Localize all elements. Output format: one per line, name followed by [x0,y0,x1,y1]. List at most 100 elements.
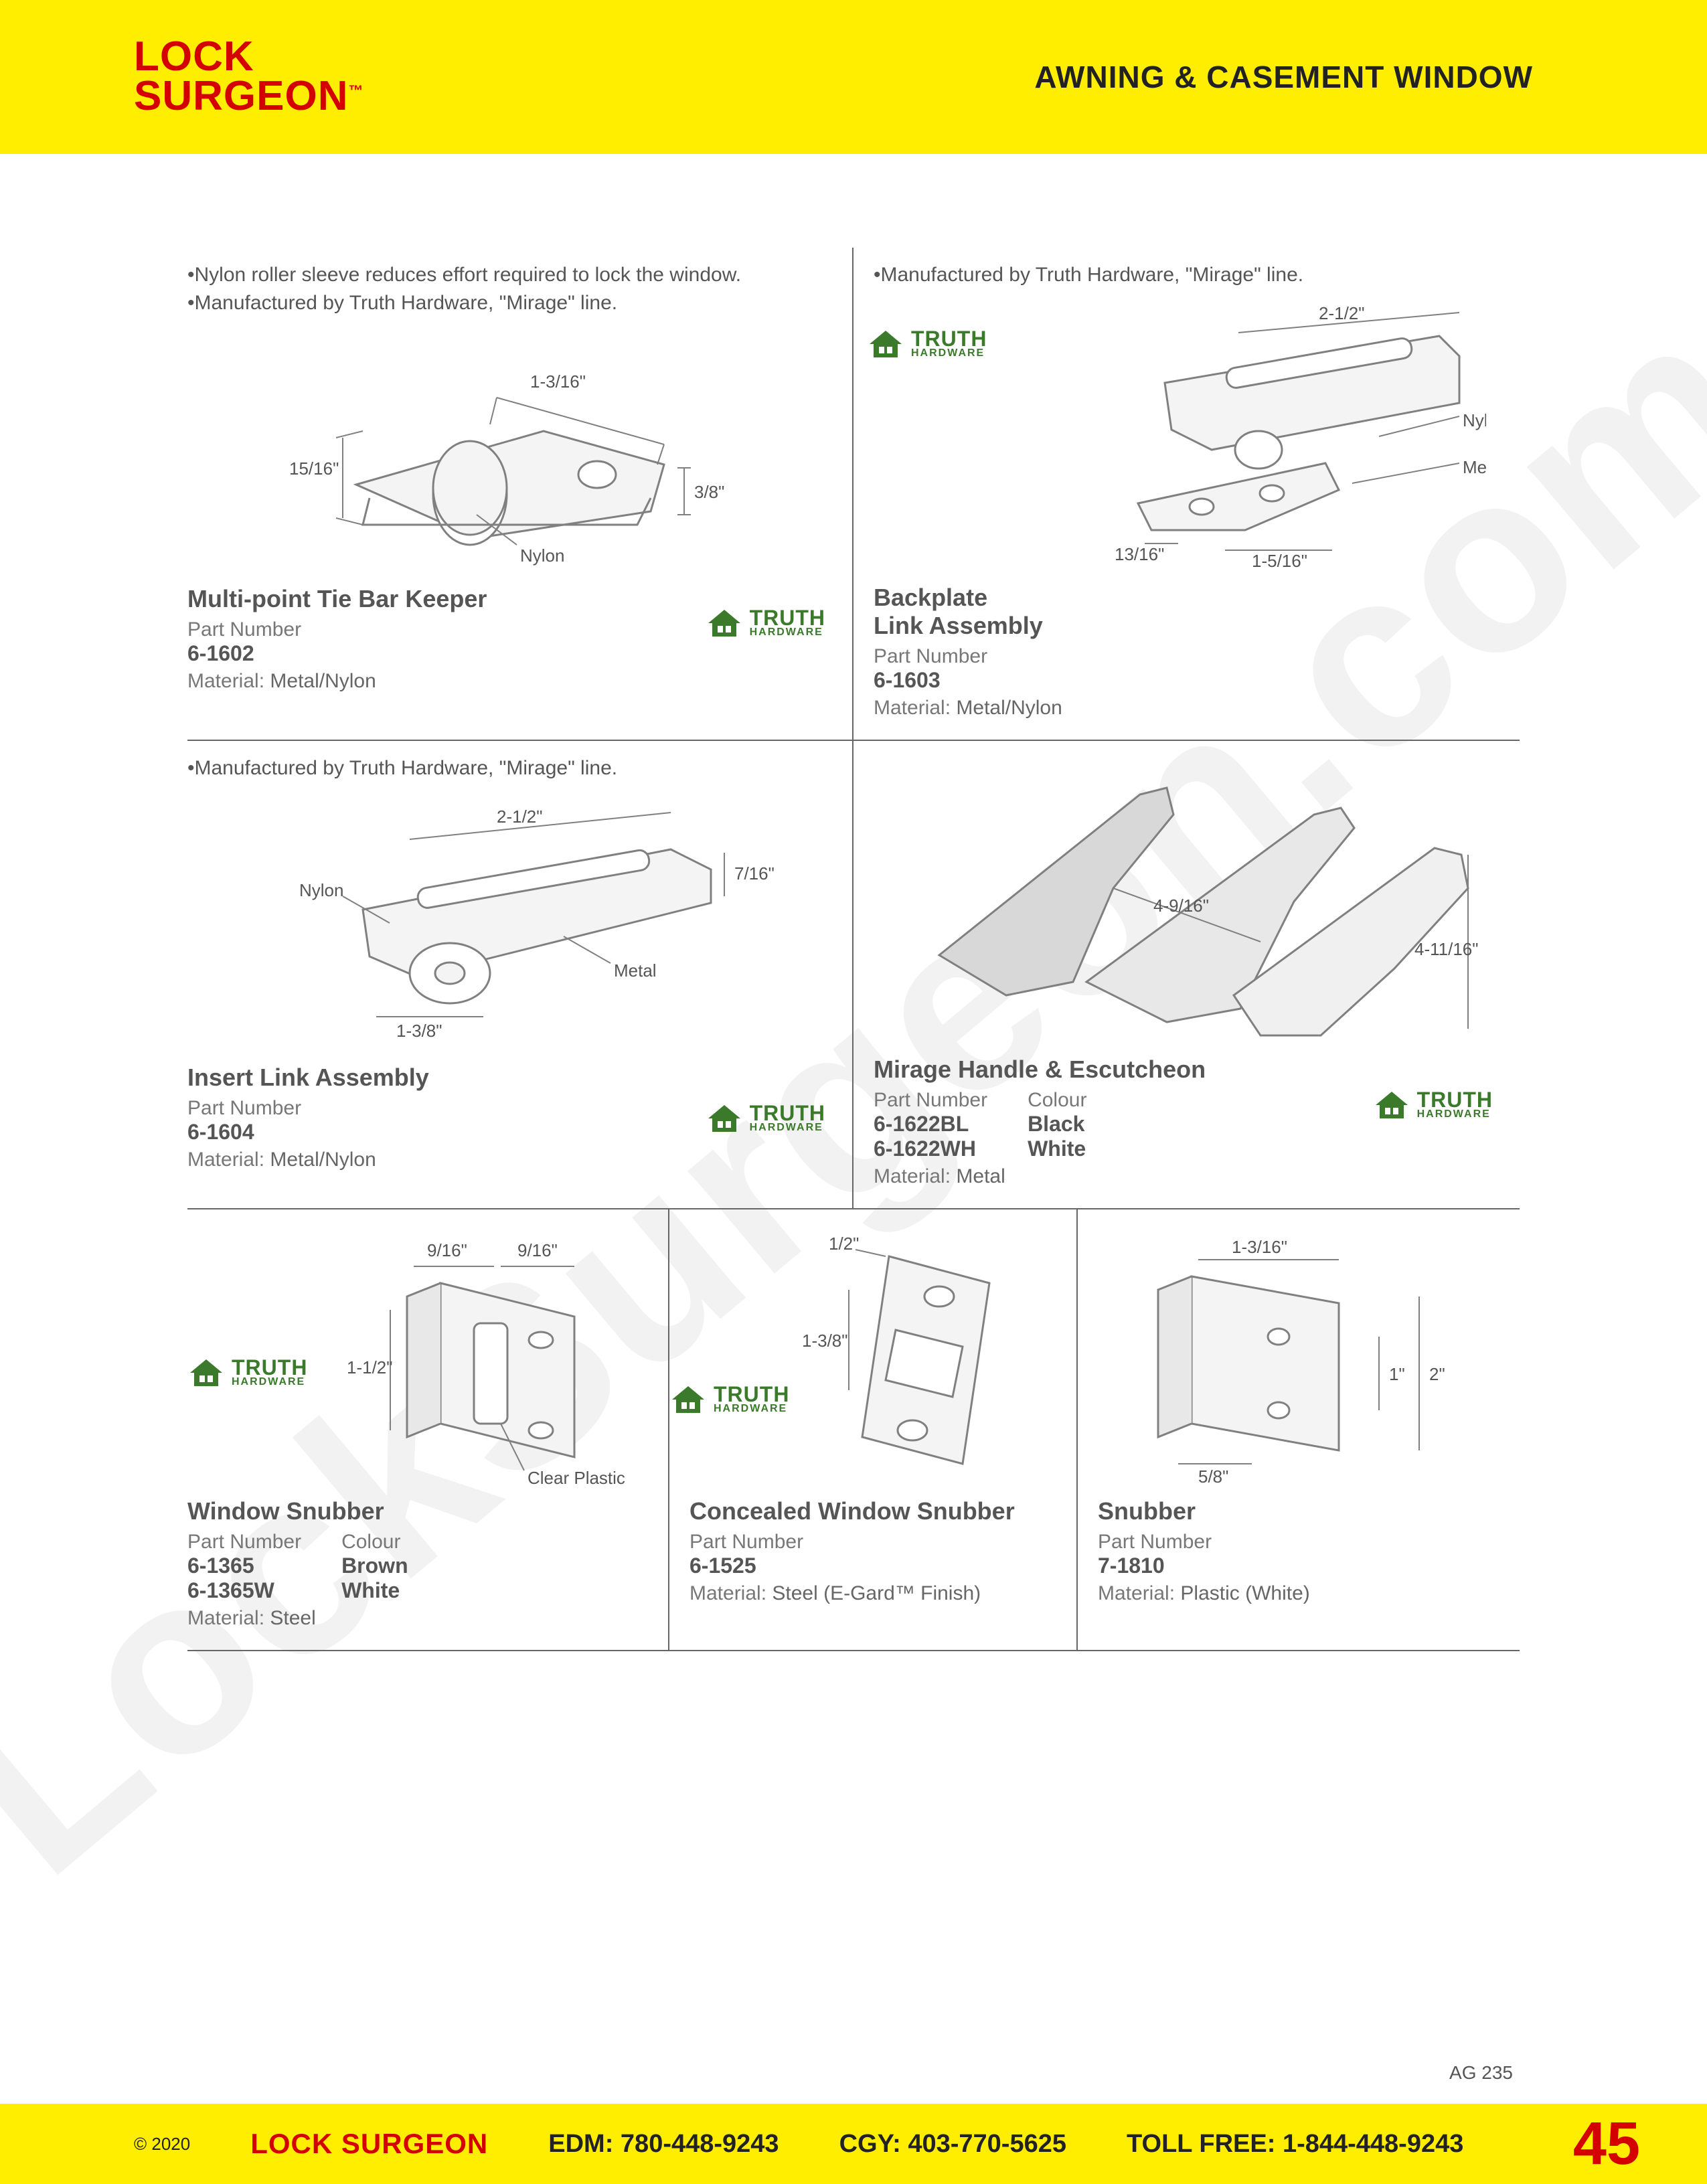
truth-subtext: HARDWARE [750,1123,825,1132]
footer-edm: EDM: 780-448-9243 [548,2130,779,2159]
brand-logo: LOCK SURGEON™ [134,37,363,116]
footer-cgy-label: CGY: [839,2130,901,2158]
product-title: Snubber [1098,1497,1499,1525]
material-label: Material: [874,1165,951,1187]
material-value: Metal [956,1165,1005,1187]
dim-label: 1/2" [829,1234,859,1254]
house-icon [669,1383,707,1416]
truth-hardware-logo: TRUTHHARDWARE [669,1383,789,1416]
dim-label: 1-3/16" [1232,1237,1287,1257]
dim-label: 4-11/16" [1414,939,1478,959]
product-notes: •Nylon roller sleeve reduces effort requ… [187,261,832,317]
part-number-value: 6-1602 [187,641,832,666]
footer-tollfree: TOLL FREE: 1-844-448-9243 [1127,2130,1463,2159]
part-number-label: Part Number [689,1531,1056,1553]
material-line: Material: Steel [187,1607,648,1630]
truth-hardware-logo: TRUTHHARDWARE [1373,1089,1493,1121]
truth-subtext: HARDWARE [714,1404,789,1414]
product-diagram: 1-3/16" 1" 2" 5/8" [1098,1223,1499,1491]
dim-label: 9/16" [427,1240,467,1260]
part-number-value: 6-1365 [187,1553,301,1578]
product-diagram: 1-3/16" 15/16" 3/8" Nylon [187,324,832,578]
dim-label: Nylon [299,880,343,900]
truth-subtext: HARDWARE [232,1377,307,1387]
product-tie-bar-keeper: •Nylon roller sleeve reduces effort requ… [187,248,854,740]
dim-label: Nylon [520,545,564,566]
material-line: Material: Steel (E-Gard™ Finish) [689,1582,1056,1605]
truth-subtext: HARDWARE [750,628,825,637]
note-line: •Manufactured by Truth Hardware, "Mirage… [874,261,1499,289]
part-number-label: Part Number [874,1089,987,1112]
dim-label: Metal [614,960,657,981]
dim-label: Nylon [1463,410,1486,430]
part-number-value: 7-1810 [1098,1553,1499,1578]
footer-bar: © 2020 LOCK SURGEON EDM: 780-448-9243 CG… [0,2104,1707,2184]
product-insert-link: •Manufactured by Truth Hardware, "Mirage… [187,741,854,1208]
dim-label: 1-1/2" [347,1357,393,1377]
footer-tf-label: TOLL FREE: [1127,2130,1275,2158]
dim-label: 5/8" [1198,1466,1228,1487]
dim-label: Clear Plastic [527,1468,625,1488]
dim-label: 2-1/2" [1319,303,1365,323]
ag-code: AG 235 [1449,2062,1513,2084]
product-diagram: 2-1/2" 7/16" Nylon Metal 1-3/8" [187,789,832,1057]
page-category-title: AWNING & CASEMENT WINDOW [1034,59,1533,95]
dim-label: 7/16" [734,863,775,884]
product-diagram: 4-9/16" 4-11/16" [874,754,1499,1049]
brand-line1: LOCK [134,37,363,77]
product-title: Mirage Handle & Escutcheon [874,1056,1499,1084]
catalog-row-1: •Nylon roller sleeve reduces effort requ… [187,248,1520,741]
material-line: Material: Metal/Nylon [874,697,1499,720]
copyright: © 2020 [134,2134,190,2155]
colour-value: White [341,1578,408,1603]
dim-label: 1-3/8" [396,1021,442,1041]
house-icon [1373,1089,1410,1121]
product-title: Backplate Link Assembly [874,584,1499,640]
product-notes: •Manufactured by Truth Hardware, "Mirage… [187,754,832,782]
truth-text: TRUTH [750,608,825,628]
truth-text: TRUTH [750,1104,825,1123]
material-value: Metal/Nylon [270,1149,376,1171]
truth-text: TRUTH [232,1358,307,1377]
catalog-row-3: 9/16" 9/16" 1-1/2" Clear Plastic Window … [187,1209,1520,1651]
house-icon [706,607,743,639]
colour-value: Brown [341,1553,408,1578]
colour-label: Colour [1028,1089,1086,1112]
material-value: Metal/Nylon [270,670,376,692]
brand-line2: SURGEON™ [134,77,363,116]
dim-label: 3/8" [694,482,724,502]
part-number-value: 6-1525 [689,1553,1056,1578]
product-snubber: 1-3/16" 1" 2" 5/8" Snubber Part Number 7… [1078,1209,1520,1650]
part-number-value: 6-1603 [874,668,1499,693]
truth-hardware-logo: TRUTHHARDWARE [867,328,987,360]
part-number-label: Part Number [187,1531,301,1553]
material-value: Plastic (White) [1180,1582,1309,1604]
footer-tf-phone: 1-844-448-9243 [1283,2130,1463,2158]
product-title: Insert Link Assembly [187,1064,832,1092]
page-number: 45 [1573,2110,1640,2179]
material-line: Material: Metal [874,1165,1499,1188]
part-number-value: 6-1622BL [874,1112,987,1137]
truth-subtext: HARDWARE [1417,1110,1493,1119]
material-value: Steel [270,1607,315,1629]
product-title: Concealed Window Snubber [689,1497,1056,1525]
house-icon [187,1357,225,1389]
truth-hardware-logo: TRUTHHARDWARE [706,1102,825,1135]
dim-label: 2" [1429,1364,1445,1384]
truth-hardware-logo: TRUTHHARDWARE [187,1357,307,1389]
note-line: •Manufactured by Truth Hardware, "Mirage… [187,289,832,317]
dim-label: Metal [1463,457,1486,477]
part-number-value: 6-1622WH [874,1137,987,1161]
dim-label: 4-9/16" [1153,896,1209,916]
product-diagram: 1/2" 1-3/8" [689,1223,1056,1491]
header-bar: LOCK SURGEON™ AWNING & CASEMENT WINDOW [0,0,1707,154]
truth-hardware-logo: TRUTH HARDWARE [706,607,825,639]
dim-label: 2-1/2" [497,807,543,827]
dim-label: 15/16" [289,458,339,479]
truth-subtext: HARDWARE [911,349,987,358]
product-concealed-snubber: 1/2" 1-3/8" Concealed Window Snubber Par… [669,1209,1078,1650]
product-backplate-link: •Manufactured by Truth Hardware, "Mirage… [854,248,1520,740]
product-title: Window Snubber [187,1497,648,1525]
house-icon [706,1102,743,1135]
truth-text: TRUTH [1417,1090,1493,1110]
